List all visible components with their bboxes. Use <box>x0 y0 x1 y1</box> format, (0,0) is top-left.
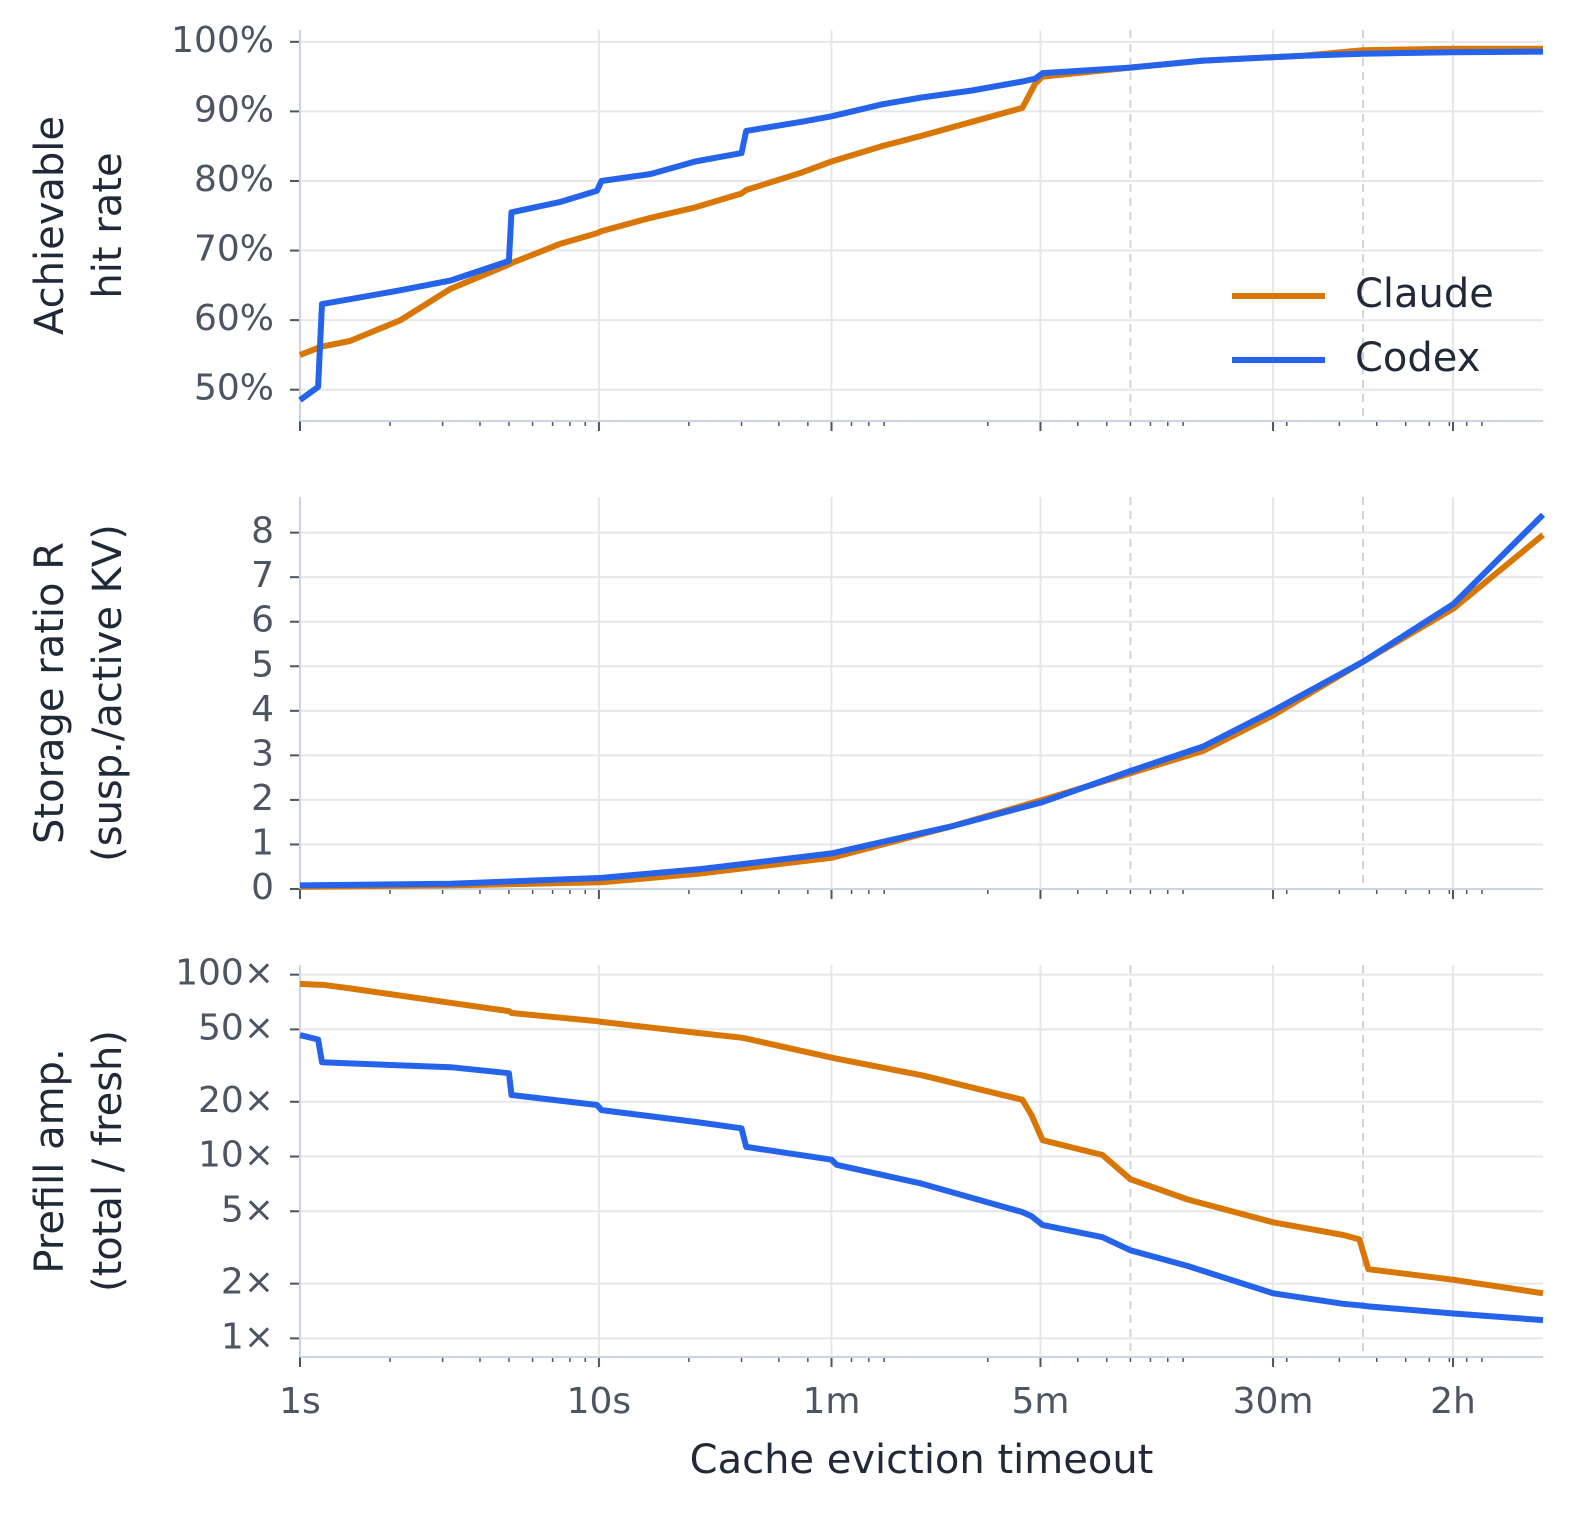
series-line <box>298 48 1544 403</box>
x-tick-label: 1m <box>803 1381 861 1422</box>
y-tick-label: 50% <box>194 368 274 409</box>
y-tick-label: 2× <box>221 1262 274 1303</box>
y-tick-label: 90% <box>194 89 274 130</box>
y-tick-label: 3 <box>251 733 274 774</box>
y-tick-label: 60% <box>194 298 274 339</box>
y-axis-label: Achievable <box>27 116 73 335</box>
y-tick-label: 1 <box>251 822 274 863</box>
y-tick-label: 50× <box>198 1007 274 1048</box>
y-tick-label: 10× <box>198 1135 274 1176</box>
legend-label: Codex <box>1355 335 1480 381</box>
y-axis-label: (susp./active KV) <box>85 524 131 862</box>
y-tick-label: 20× <box>198 1080 274 1121</box>
y-tick-label: 5 <box>251 644 274 685</box>
series-line <box>299 980 1544 1297</box>
y-tick-label: 8 <box>251 511 274 552</box>
y-tick-label: 5× <box>221 1189 274 1230</box>
x-tick-label: 30m <box>1233 1381 1314 1422</box>
y-tick-label: 2 <box>251 778 274 819</box>
y-tick-label: 0 <box>251 867 274 908</box>
y-axis-label: Storage ratio R <box>27 542 73 844</box>
x-tick-label: 1s <box>279 1381 321 1422</box>
y-tick-label: 100% <box>171 20 274 61</box>
x-tick-label: 5m <box>1011 1381 1069 1422</box>
series-line <box>299 512 1546 889</box>
x-tick-label: 2h <box>1430 1381 1476 1422</box>
y-tick-label: 80% <box>194 159 274 200</box>
series-line <box>299 1032 1544 1324</box>
x-tick-label: 10s <box>567 1381 632 1422</box>
y-axis-label: Prefill amp. <box>27 1048 73 1273</box>
y-tick-label: 4 <box>251 689 274 730</box>
legend-label: Claude <box>1355 271 1494 317</box>
y-tick-label: 6 <box>251 600 274 641</box>
y-axis-label: hit rate <box>85 152 131 298</box>
y-tick-label: 7 <box>251 555 274 596</box>
y-tick-label: 70% <box>194 229 274 270</box>
y-tick-label: 1× <box>221 1316 274 1357</box>
y-tick-label: 100× <box>175 953 274 994</box>
y-axis-label: (total / fresh) <box>85 1030 131 1292</box>
x-axis-label: Cache eviction timeout <box>690 1437 1154 1483</box>
